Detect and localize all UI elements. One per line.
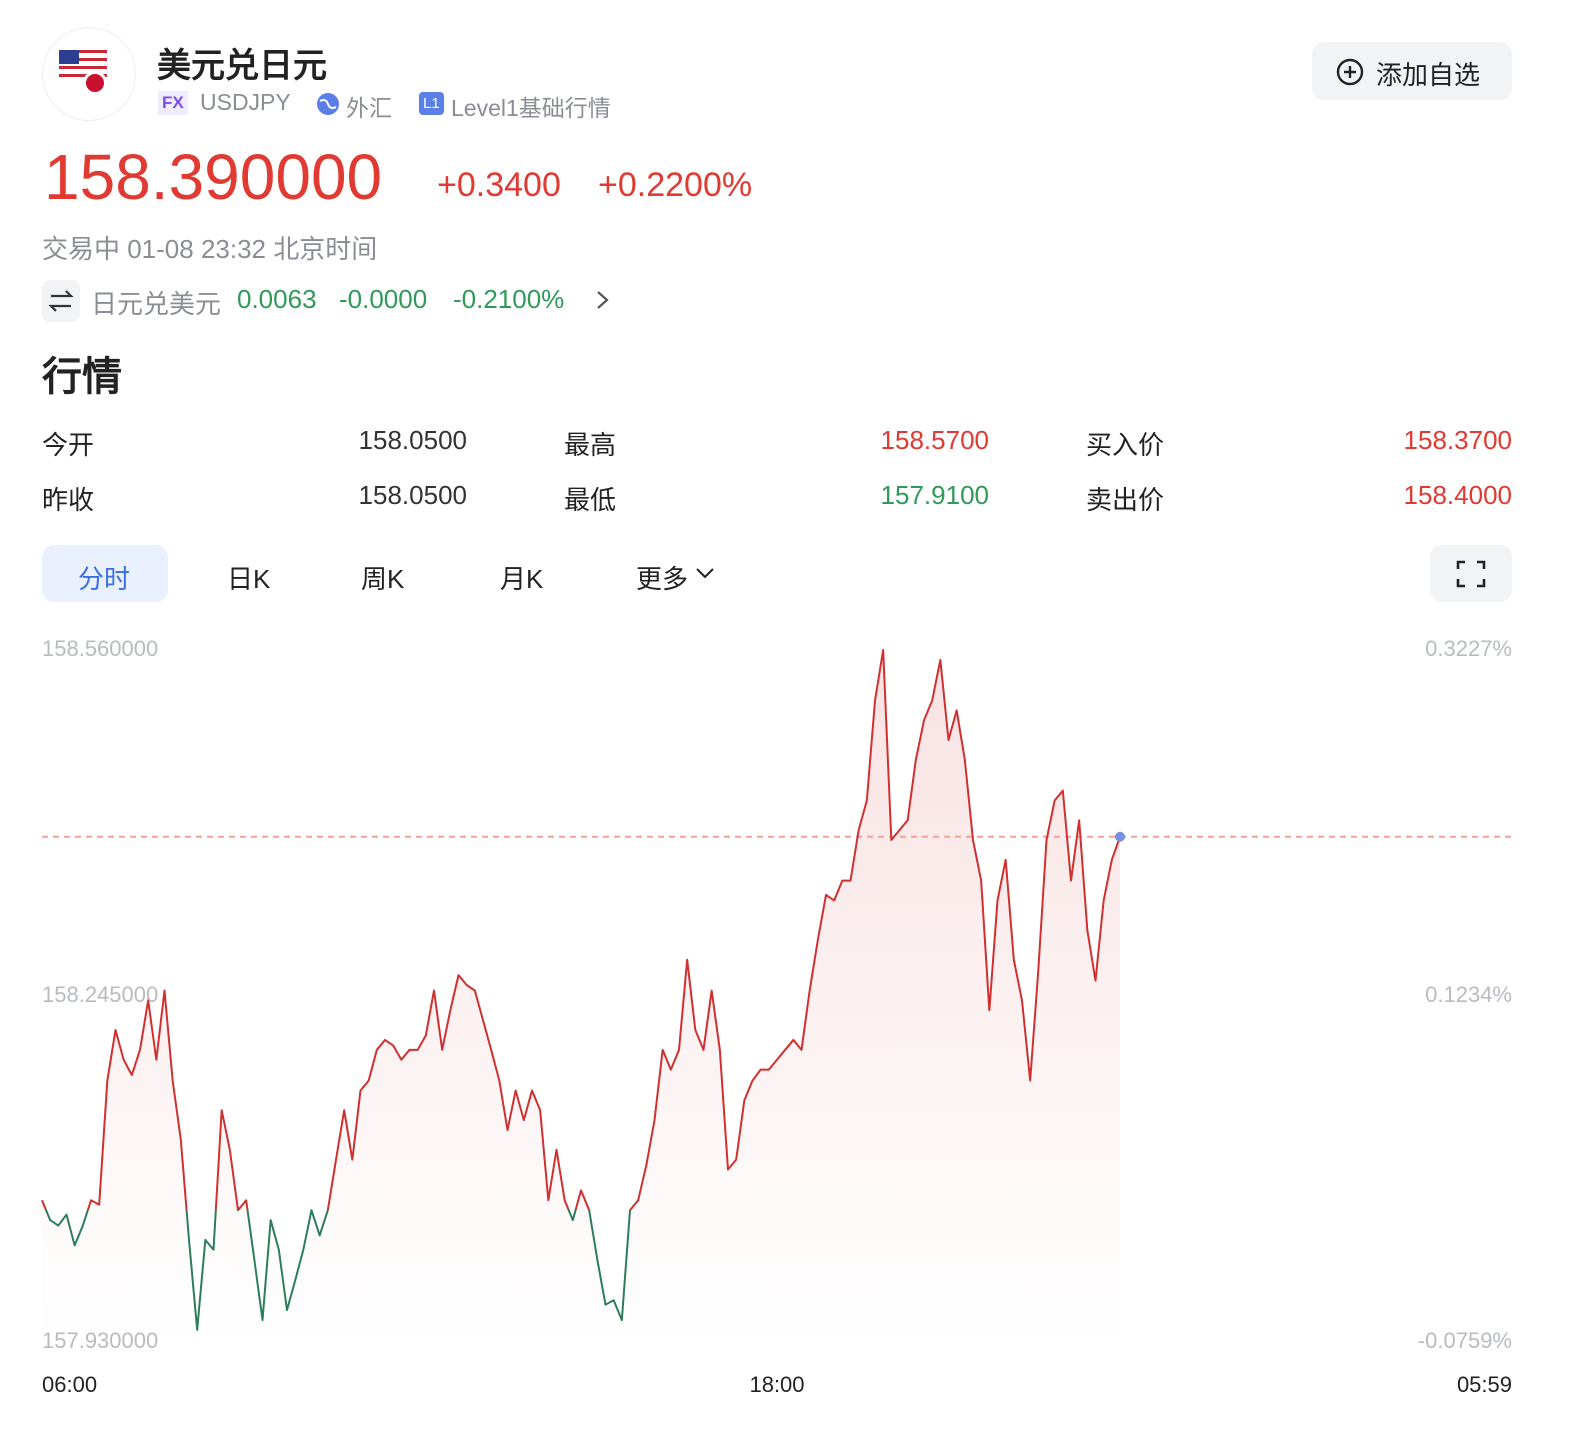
code: USDJPY bbox=[200, 89, 291, 115]
x-tick-label: 18:00 bbox=[749, 1372, 804, 1397]
button-label: 添加自选 bbox=[1376, 60, 1481, 90]
inverse-change-pct: -0.2100% bbox=[453, 284, 565, 314]
flag-jp bbox=[86, 74, 104, 92]
title: 美元兑日元 bbox=[157, 47, 327, 85]
add-watchlist-button[interactable]: 添加自选 bbox=[1312, 42, 1512, 100]
last-point bbox=[1115, 831, 1125, 842]
tab[interactable]: 月K bbox=[500, 564, 544, 594]
level-tag: L1 bbox=[419, 92, 444, 115]
inverse-name[interactable]: 日元兑美元 bbox=[91, 289, 222, 319]
change-pct: +0.2200% bbox=[598, 166, 753, 204]
y2-tick-label: 0.1234% bbox=[1425, 982, 1512, 1007]
quote-label: 买入价 bbox=[1086, 430, 1165, 460]
tab[interactable]: 日K bbox=[227, 564, 271, 594]
quote-label: 卖出价 bbox=[1086, 485, 1165, 515]
quote-row: 今开 158.0500 最高 158.5700 买入价 158.3700 bbox=[0, 425, 1586, 460]
quote-value: 158.0500 bbox=[358, 480, 467, 510]
area bbox=[42, 650, 1120, 1342]
swap-icon bbox=[42, 280, 80, 322]
quote-value: 158.5700 bbox=[880, 425, 989, 455]
quote-row: 昨收 158.0500 最低 157.9100 卖出价 158.4000 bbox=[0, 480, 1586, 515]
inverse-last: 0.0063 bbox=[237, 284, 317, 314]
change: +0.3400 bbox=[437, 166, 561, 204]
flag-icon bbox=[42, 27, 136, 121]
quote-label: 昨收 bbox=[42, 485, 95, 515]
fullscreen-button[interactable] bbox=[1430, 545, 1512, 602]
y2-tick-label: 0.3227% bbox=[1425, 636, 1512, 661]
section-title: 行情 bbox=[42, 355, 122, 399]
more-chevron bbox=[696, 568, 714, 579]
price-line bbox=[41, 649, 1121, 1331]
x-tick-label: 05:59 bbox=[1457, 1372, 1512, 1397]
market: 外汇 bbox=[346, 95, 392, 121]
tab[interactable]: 更多 bbox=[636, 564, 689, 594]
flag-canton bbox=[59, 50, 79, 64]
quote-value: 158.4000 bbox=[1403, 480, 1512, 510]
status: 交易中 01-08 23:32 北京时间 bbox=[42, 234, 378, 264]
x-tick-label: 06:00 bbox=[42, 1372, 97, 1397]
quote-value: 158.3700 bbox=[1403, 425, 1512, 455]
chevron bbox=[597, 291, 609, 309]
tab-label: 分时 bbox=[78, 564, 131, 594]
y2-tick-label: -0.0759% bbox=[1418, 1328, 1512, 1353]
fx-tag: FX bbox=[158, 91, 188, 115]
quote-value: 158.0500 bbox=[358, 425, 467, 455]
plus-icon bbox=[1336, 58, 1364, 86]
tab-active[interactable]: 分时 bbox=[42, 545, 168, 602]
level: Level1基础行情 bbox=[451, 95, 611, 121]
y-tick-label: 157.930000 bbox=[42, 1328, 158, 1353]
y-tick-label: 158.560000 bbox=[42, 636, 158, 661]
quote-label: 最高 bbox=[564, 430, 617, 460]
quote-label: 今开 bbox=[42, 430, 95, 460]
quote-label: 最低 bbox=[564, 485, 617, 515]
y-tick-label: 158.245000 bbox=[42, 982, 158, 1007]
flag-svg bbox=[59, 50, 107, 95]
tab[interactable]: 周K bbox=[361, 564, 405, 594]
globe-icon bbox=[317, 93, 339, 115]
inverse-change: -0.0000 bbox=[339, 284, 428, 314]
last-price: 158.390000 bbox=[44, 141, 383, 213]
quote-value: 157.9100 bbox=[880, 480, 989, 510]
